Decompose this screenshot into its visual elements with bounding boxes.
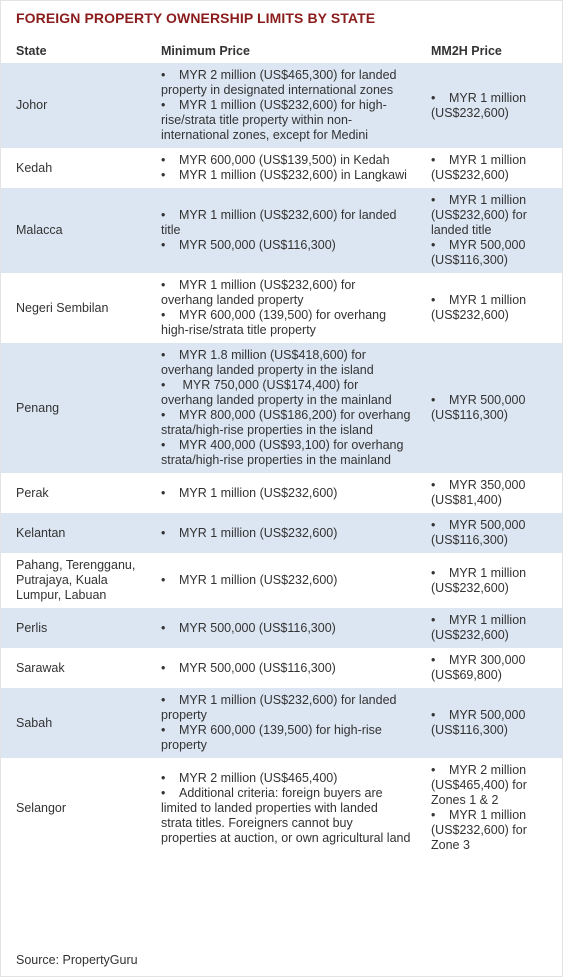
price-item: MYR 1 million (US$232,600) bbox=[161, 573, 411, 588]
state-cell: Perlis bbox=[16, 620, 48, 635]
state-cell: Penang bbox=[16, 400, 60, 415]
price-item: MYR 1 million (US$232,600) bbox=[431, 293, 548, 323]
header-row: State Minimum Price MM2H Price bbox=[1, 39, 562, 63]
table-row: Sabah MYR 1 million (US$232,600) for land… bbox=[1, 688, 562, 758]
mm2h-price-cell: MYR 1 million (US$232,600) bbox=[421, 148, 562, 188]
mm2h-price-cell: MYR 500,000 (US$116,300) bbox=[421, 688, 562, 758]
price-item: MYR 600,000 (139,500) for high-rise prop… bbox=[161, 723, 411, 753]
state-cell: Sarawak bbox=[16, 660, 65, 675]
price-item: MYR 500,000 (US$116,300) bbox=[431, 518, 548, 548]
minimum-price-cell: MYR 1.8 million (US$418,600) for overhan… bbox=[151, 343, 421, 473]
state-cell: Kelantan bbox=[16, 525, 66, 540]
price-item: MYR 1 million (US$232,600) bbox=[431, 153, 548, 183]
price-item: MYR 1.8 million (US$418,600) for overhan… bbox=[161, 348, 411, 378]
minimum-price-cell: MYR 1 million (US$232,600) for landed ti… bbox=[151, 188, 421, 273]
minimum-price-cell: MYR 2 million (US$465,300) for landed pr… bbox=[151, 63, 421, 148]
mm2h-price-cell: MYR 1 million (US$232,600) bbox=[421, 608, 562, 648]
column-header: State bbox=[16, 44, 47, 58]
minimum-price-cell: MYR 500,000 (US$116,300) bbox=[151, 608, 421, 648]
price-item: MYR 1 million (US$232,600) bbox=[431, 91, 548, 121]
mm2h-price-cell: MYR 500,000 (US$116,300) bbox=[421, 513, 562, 553]
price-item: MYR 500,000 (US$116,300) bbox=[431, 393, 548, 423]
minimum-price-cell: MYR 2 million (US$465,400)Additional cri… bbox=[151, 758, 421, 858]
price-item: MYR 750,000 (US$174,400) for overhang la… bbox=[161, 378, 411, 408]
price-item: MYR 500,000 (US$116,300) bbox=[431, 708, 548, 738]
table-title: FOREIGN PROPERTY OWNERSHIP LIMITS BY STA… bbox=[16, 10, 376, 26]
mm2h-price-cell: MYR 2 million (US$465,400) for Zones 1 &… bbox=[421, 758, 562, 858]
price-item: MYR 1 million (US$232,600) bbox=[431, 613, 548, 643]
price-item: MYR 2 million (US$465,400) bbox=[161, 771, 411, 786]
price-item: Additional criteria: foreign buyers are … bbox=[161, 786, 411, 846]
source-note: Source: PropertyGuru bbox=[16, 953, 138, 967]
price-item: MYR 350,000 (US$81,400) bbox=[431, 478, 548, 508]
price-item: MYR 1 million (US$232,600) for high-rise… bbox=[161, 98, 411, 143]
price-item: MYR 800,000 (US$186,200) for overhang st… bbox=[161, 408, 411, 438]
price-item: MYR 500,000 (US$116,300) bbox=[161, 621, 411, 636]
table-row: Pahang, Terengganu, Putrajaya, Kuala Lum… bbox=[1, 553, 562, 608]
mm2h-price-cell: MYR 1 million (US$232,600) bbox=[421, 553, 562, 608]
table-row: Penang MYR 1.8 million (US$418,600) for o… bbox=[1, 343, 562, 473]
state-cell: Perak bbox=[16, 485, 49, 500]
price-item: MYR 1 million (US$232,600) for overhang … bbox=[161, 278, 411, 308]
minimum-price-cell: MYR 600,000 (US$139,500) in KedahMYR 1 m… bbox=[151, 148, 421, 188]
minimum-price-cell: MYR 1 million (US$232,600) bbox=[151, 553, 421, 608]
price-item: MYR 300,000 (US$69,800) bbox=[431, 653, 548, 683]
price-item: MYR 1 million (US$232,600) bbox=[161, 486, 411, 501]
state-cell: Johor bbox=[16, 98, 48, 112]
table-row: Negeri Sembilan MYR 1 million (US$232,600… bbox=[1, 273, 562, 343]
price-item: MYR 2 million (US$465,400) for Zones 1 &… bbox=[431, 763, 548, 808]
table-row: Selangor MYR 2 million (US$465,400)Additi… bbox=[1, 758, 562, 858]
table-row: Perak MYR 1 million (US$232,600) MYR 350,0… bbox=[1, 473, 562, 513]
table-row: KedahMYR 600,000 (US$139,500) in KedahMY… bbox=[1, 148, 562, 188]
price-item: MYR 1 million (US$232,600) for Zone 3 bbox=[431, 808, 548, 853]
table-row: Perlis MYR 500,000 (US$116,300) MYR 1 mill… bbox=[1, 608, 562, 648]
state-cell: Sabah bbox=[16, 715, 53, 730]
price-item: MYR 500,000 (US$116,300) bbox=[431, 238, 548, 268]
price-item: MYR 2 million (US$465,300) for landed pr… bbox=[161, 68, 411, 98]
price-item: MYR 600,000 (US$139,500) in Kedah bbox=[161, 153, 411, 168]
price-item: MYR 1 million (US$232,600) for landed ti… bbox=[161, 208, 411, 238]
column-header: MM2H Price bbox=[431, 44, 502, 58]
mm2h-price-cell: MYR 1 million (US$232,600) bbox=[421, 63, 562, 148]
price-item: MYR 1 million (US$232,600) for landed pr… bbox=[161, 693, 411, 723]
table-row: Malacca MYR 1 million (US$232,600) for la… bbox=[1, 188, 562, 273]
price-item: MYR 1 million (US$232,600) for landed ti… bbox=[431, 193, 548, 238]
price-item: MYR 500,000 (US$116,300) bbox=[161, 661, 411, 676]
minimum-price-cell: MYR 500,000 (US$116,300) bbox=[151, 648, 421, 688]
mm2h-price-cell: MYR 500,000 (US$116,300) bbox=[421, 343, 562, 473]
table-row: Johor MYR 2 million (US$465,300) for land… bbox=[1, 63, 562, 148]
table-row: Kelantan MYR 1 million (US$232,600) MYR 50… bbox=[1, 513, 562, 553]
state-cell: Negeri Sembilan bbox=[16, 300, 109, 315]
price-item: MYR 1 million (US$232,600) in Langkawi bbox=[161, 168, 411, 183]
mm2h-price-cell: MYR 350,000 (US$81,400) bbox=[421, 473, 562, 513]
minimum-price-cell: MYR 1 million (US$232,600) for landed pr… bbox=[151, 688, 421, 758]
state-cell: Malacca bbox=[16, 223, 63, 237]
mm2h-price-cell: MYR 300,000 (US$69,800) bbox=[421, 648, 562, 688]
price-item: MYR 1 million (US$232,600) bbox=[431, 566, 548, 596]
state-cell: Selangor bbox=[16, 800, 67, 815]
minimum-price-cell: MYR 1 million (US$232,600) bbox=[151, 513, 421, 553]
table-row: Sarawak MYR 500,000 (US$116,300) MYR 300,0… bbox=[1, 648, 562, 688]
minimum-price-cell: MYR 1 million (US$232,600) bbox=[151, 473, 421, 513]
state-cell: Pahang, Terengganu, Putrajaya, Kuala Lum… bbox=[16, 558, 136, 602]
minimum-price-cell: MYR 1 million (US$232,600) for overhang … bbox=[151, 273, 421, 343]
price-item: MYR 400,000 (US$93,100) for overhang str… bbox=[161, 438, 411, 468]
mm2h-price-cell: MYR 1 million (US$232,600) bbox=[421, 273, 562, 343]
price-item: MYR 1 million (US$232,600) bbox=[161, 526, 411, 541]
price-item: MYR 600,000 (139,500) for overhang high-… bbox=[161, 308, 411, 338]
state-cell: Kedah bbox=[16, 160, 53, 175]
price-item: MYR 500,000 (US$116,300) bbox=[161, 238, 411, 253]
mm2h-price-cell: MYR 1 million (US$232,600) for landed ti… bbox=[421, 188, 562, 273]
column-header: Minimum Price bbox=[161, 44, 250, 58]
ownership-table: State Minimum Price MM2H Price Johor MYR … bbox=[1, 39, 562, 858]
